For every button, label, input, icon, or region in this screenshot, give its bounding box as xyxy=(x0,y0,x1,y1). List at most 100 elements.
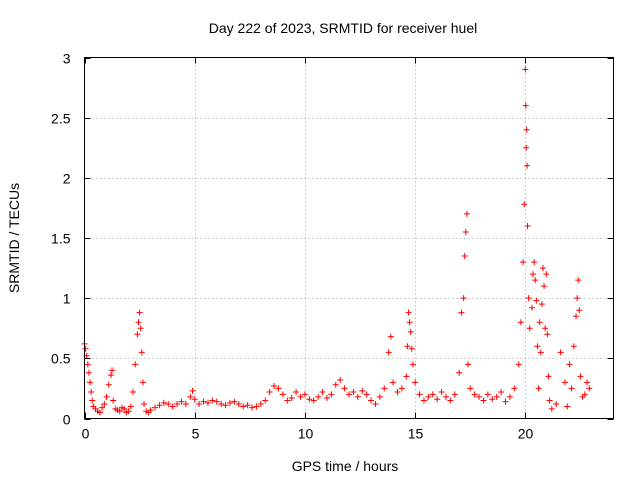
data-point xyxy=(434,396,441,403)
data-point xyxy=(127,403,134,410)
data-point xyxy=(337,376,344,383)
data-point xyxy=(275,385,282,392)
x-tick-label: 0 xyxy=(82,426,90,442)
data-point xyxy=(548,405,555,412)
data-point xyxy=(138,349,145,356)
data-point xyxy=(407,328,414,335)
data-point xyxy=(584,379,591,386)
data-point xyxy=(562,379,569,386)
data-point xyxy=(525,295,532,302)
data-point xyxy=(209,397,216,404)
data-point xyxy=(515,361,522,368)
data-point xyxy=(332,381,339,388)
data-point xyxy=(534,343,541,350)
data-point xyxy=(543,271,550,278)
data-point xyxy=(390,379,397,386)
data-point xyxy=(354,393,361,400)
data-point xyxy=(467,385,474,392)
data-point xyxy=(89,397,96,404)
data-point xyxy=(136,309,143,316)
data-point xyxy=(110,397,117,404)
data-point xyxy=(398,385,405,392)
data-point xyxy=(577,373,584,380)
data-point xyxy=(541,283,548,290)
data-point xyxy=(523,144,530,151)
data-point xyxy=(576,307,583,314)
data-point xyxy=(404,343,411,350)
data-point xyxy=(306,396,313,403)
data-point xyxy=(564,403,571,410)
data-point xyxy=(524,162,531,169)
data-point xyxy=(522,102,529,109)
y-tick-label: 1 xyxy=(63,291,71,307)
data-point xyxy=(84,361,91,368)
data-point xyxy=(240,403,247,410)
data-point xyxy=(502,398,509,405)
data-point xyxy=(409,361,416,368)
x-tick-label: 15 xyxy=(408,426,424,442)
data-point xyxy=(403,373,410,380)
data-point xyxy=(137,325,144,332)
data-point xyxy=(586,385,593,392)
data-point xyxy=(363,391,370,398)
x-tick-label: 20 xyxy=(518,426,534,442)
y-tick-label: 0 xyxy=(63,412,71,428)
data-point xyxy=(253,403,260,410)
data-point xyxy=(218,401,225,408)
data-point xyxy=(346,391,352,398)
data-point xyxy=(462,228,469,235)
y-tick-label: 0.5 xyxy=(51,351,71,367)
data-point xyxy=(135,319,142,326)
data-point xyxy=(196,401,203,408)
data-point xyxy=(381,385,388,392)
y-tick-label: 2.5 xyxy=(51,111,71,127)
data-point xyxy=(511,385,518,392)
data-point xyxy=(107,372,114,379)
chart-title: Day 222 of 2023, SRMTID for receiver hue… xyxy=(209,20,477,36)
data-point xyxy=(458,309,465,316)
data-point xyxy=(539,265,546,272)
data-point xyxy=(156,402,163,409)
data-point xyxy=(471,391,478,398)
data-point xyxy=(581,391,588,398)
grid xyxy=(84,57,614,419)
x-tick-label: 10 xyxy=(298,426,314,442)
data-point xyxy=(297,393,304,400)
data-point xyxy=(85,369,92,376)
data-point xyxy=(575,277,582,284)
data-point xyxy=(279,391,286,398)
data-point xyxy=(460,295,467,302)
data-point xyxy=(537,349,544,356)
data-point xyxy=(319,389,326,396)
data-point xyxy=(235,401,242,408)
data-point xyxy=(406,319,413,326)
data-point xyxy=(522,66,529,73)
data-point xyxy=(461,253,468,260)
data-point xyxy=(535,385,542,392)
data-point xyxy=(532,277,539,284)
data-point xyxy=(538,301,545,308)
data-point xyxy=(160,399,167,406)
data-point xyxy=(101,401,108,408)
data-point xyxy=(134,331,141,338)
y-tick-label: 3 xyxy=(63,51,71,67)
data-point xyxy=(222,402,229,409)
data-point xyxy=(542,325,549,332)
data-point xyxy=(288,395,295,402)
data-point xyxy=(141,401,148,408)
data-point xyxy=(132,361,139,368)
x-tick-label: 5 xyxy=(192,426,200,442)
data-point xyxy=(476,393,483,400)
data-point xyxy=(191,396,198,403)
data-point xyxy=(200,398,207,405)
data-point xyxy=(328,391,335,398)
data-point xyxy=(103,393,110,400)
data-point xyxy=(531,259,538,266)
data-point xyxy=(284,397,291,404)
data-point xyxy=(204,399,211,406)
data-point xyxy=(523,126,530,133)
data-point xyxy=(536,319,543,326)
data-point xyxy=(87,379,94,386)
